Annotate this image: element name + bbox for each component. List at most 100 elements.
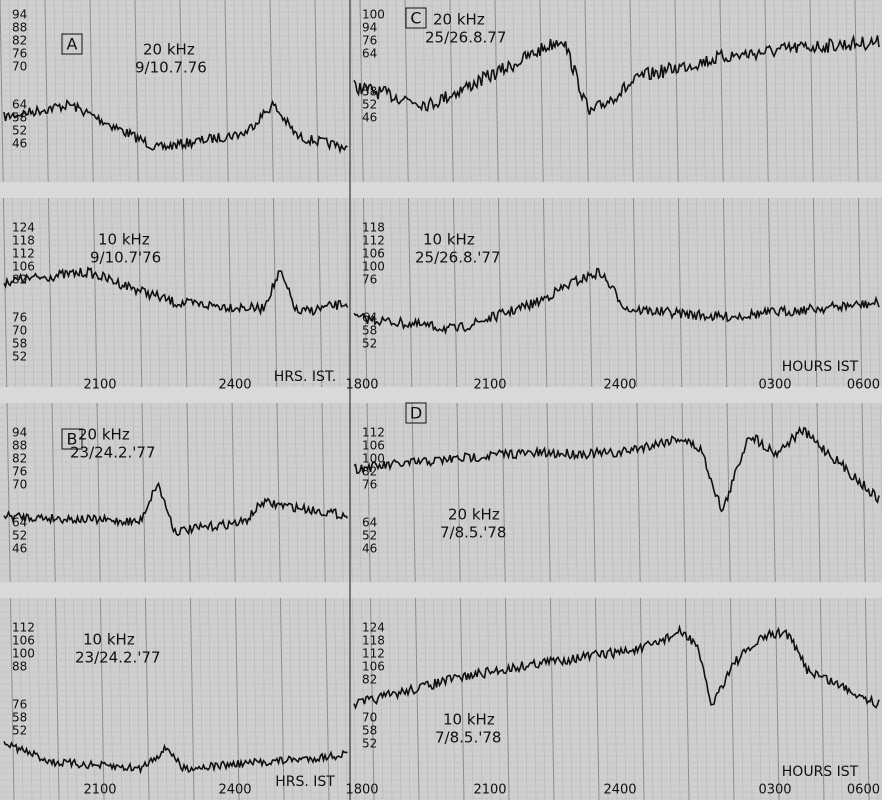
scale-label: 88 xyxy=(12,21,27,35)
scale-label: 118 xyxy=(362,221,385,235)
scale-label: 58 xyxy=(12,337,27,351)
scale-label: 46 xyxy=(12,542,27,556)
frequency-label: 20 kHz xyxy=(448,506,500,524)
date-label: 25/26.8.77 xyxy=(425,29,506,47)
scale-label: 94 xyxy=(362,21,377,35)
date-label: 7/8.5.'78 xyxy=(440,524,506,542)
scale-label: 112 xyxy=(12,621,35,635)
scale-label: 52 xyxy=(12,724,27,738)
scale-label: 82 xyxy=(12,273,27,287)
scale-label: 52 xyxy=(362,98,377,112)
date-label: 23/24.2.'77 xyxy=(70,444,156,462)
scale-label: 88 xyxy=(12,439,27,453)
scale-label: 82 xyxy=(12,452,27,466)
frequency-label: 20 kHz xyxy=(143,41,195,59)
hours-label: HRS. IST. xyxy=(274,369,336,385)
date-label: 23/24.2.'77 xyxy=(75,649,161,667)
scale-label: 82 xyxy=(362,673,377,687)
frequency-label: 20 kHz xyxy=(433,11,485,29)
scale-label: 58 xyxy=(362,324,377,338)
scale-label: 76 xyxy=(12,311,27,325)
separator-band xyxy=(0,182,882,198)
frequency-label: 10 kHz xyxy=(83,631,135,649)
time-label: 2400 xyxy=(218,378,251,393)
date-label: 9/10.7'76 xyxy=(90,249,161,267)
scale-label: 64 xyxy=(362,311,377,325)
scale-label: 82 xyxy=(12,34,27,48)
panel-letter: D xyxy=(410,404,422,423)
separator-band xyxy=(0,582,882,598)
time-label: 0300 xyxy=(758,378,791,393)
scale-label: 118 xyxy=(362,634,385,648)
time-label: 0300 xyxy=(758,783,791,798)
scale-label: 76 xyxy=(12,465,27,479)
time-label: 0600 xyxy=(847,783,880,798)
scale-label: 76 xyxy=(362,273,377,287)
scale-label: 94 xyxy=(12,8,27,22)
time-label: 2100 xyxy=(83,378,116,393)
time-label: 2100 xyxy=(473,783,506,798)
time-label: 0600 xyxy=(847,378,880,393)
scale-label: 58 xyxy=(362,85,377,99)
scale-label: 76 xyxy=(362,478,377,492)
scale-label: 82 xyxy=(362,465,377,479)
date-label: 9/10.7.76 xyxy=(135,59,207,77)
scale-label: 64 xyxy=(362,516,377,530)
scale-label: 70 xyxy=(362,711,377,725)
hours-label: HOURS IST xyxy=(782,359,859,375)
frequency-label: 10 kHz xyxy=(98,231,150,249)
scale-label: 64 xyxy=(362,47,377,61)
time-label: 2400 xyxy=(603,378,636,393)
scale-label: 76 xyxy=(12,698,27,712)
scale-label: 46 xyxy=(362,542,377,556)
scale-label: 100 xyxy=(362,8,385,22)
scale-label: 112 xyxy=(362,426,385,440)
scale-label: 70 xyxy=(12,60,27,74)
scale-label: 100 xyxy=(362,452,385,466)
scale-label: 118 xyxy=(12,234,35,248)
scale-label: 106 xyxy=(12,260,35,274)
time-label: 2400 xyxy=(218,783,251,798)
scale-label: 52 xyxy=(362,737,377,751)
frequency-label: 20 kHz xyxy=(78,426,130,444)
scale-label: 100 xyxy=(12,647,35,661)
scale-label: 76 xyxy=(12,47,27,61)
scale-label: 64 xyxy=(12,516,27,530)
panel-letter: C xyxy=(410,9,421,28)
scale-label: 58 xyxy=(12,111,27,125)
scale-label: 94 xyxy=(12,426,27,440)
hours-label: HRS. IST xyxy=(275,774,335,790)
scale-label: 106 xyxy=(362,439,385,453)
scale-label: 76 xyxy=(362,34,377,48)
scale-label: 106 xyxy=(362,660,385,674)
scale-label: 112 xyxy=(12,247,35,261)
scale-label: 70 xyxy=(12,324,27,338)
scale-label: 70 xyxy=(12,478,27,492)
hours-label: HOURS IST xyxy=(782,764,859,780)
scale-label: 52 xyxy=(12,350,27,364)
chart-recording: A20 kHz9/10.7.76948882767064585246C20 kH… xyxy=(0,0,882,800)
time-label: 1800 xyxy=(345,378,378,393)
scale-label: 58 xyxy=(12,711,27,725)
scale-label: 106 xyxy=(12,634,35,648)
scale-label: 88 xyxy=(12,660,27,674)
scale-label: 52 xyxy=(362,529,377,543)
date-label: 25/26.8.'77 xyxy=(415,249,501,267)
scale-label: 100 xyxy=(362,260,385,274)
scale-label: 46 xyxy=(12,137,27,151)
time-label: 2400 xyxy=(603,783,636,798)
panel-letter: A xyxy=(67,35,78,54)
scale-label: 124 xyxy=(362,621,385,635)
scale-label: 64 xyxy=(12,98,27,112)
scale-label: 52 xyxy=(362,337,377,351)
scale-label: 52 xyxy=(12,124,27,138)
scale-label: 112 xyxy=(362,647,385,661)
scale-label: 106 xyxy=(362,247,385,261)
scale-label: 46 xyxy=(362,111,377,125)
date-label: 7/8.5.'78 xyxy=(435,729,501,747)
scale-label: 112 xyxy=(362,234,385,248)
time-label: 2100 xyxy=(473,378,506,393)
scale-label: 58 xyxy=(362,724,377,738)
time-label: 1800 xyxy=(345,783,378,798)
time-label: 2100 xyxy=(83,783,116,798)
